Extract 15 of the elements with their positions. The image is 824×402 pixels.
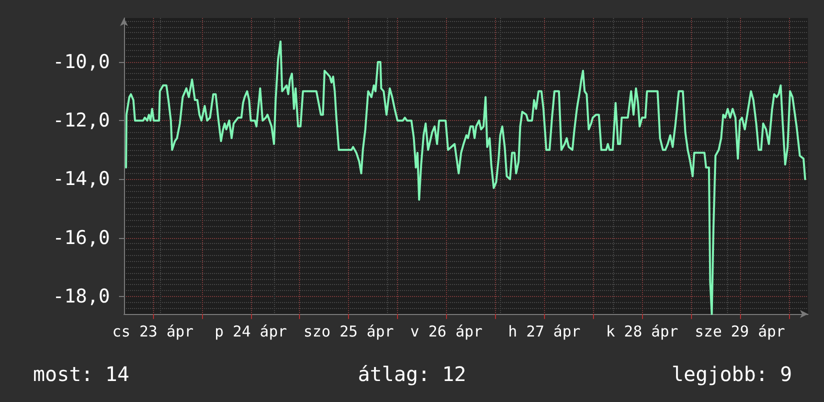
x-tick-label: sze 29 ápr	[694, 322, 786, 340]
x-tick-label: szo 25 ápr	[303, 322, 394, 340]
y-tick-label: -14,0	[52, 168, 110, 190]
x-tick-label: k 28 ápr	[606, 322, 678, 340]
x-tick-label: cs 23 ápr	[112, 322, 194, 340]
x-tick-label: h 27 ápr	[508, 322, 580, 340]
text: legjobb: 9	[672, 362, 792, 386]
y-tick-label: -12,0	[52, 110, 110, 132]
x-tick-label: v 26 ápr	[410, 322, 483, 340]
x-tick-label: p 24 ápr	[214, 322, 287, 340]
y-tick-label: -10,0	[52, 50, 110, 73]
text: átlag: 12	[358, 362, 466, 386]
y-tick-label: -18,0	[52, 285, 110, 308]
text: most: 14	[33, 362, 130, 386]
y-tick-label: -16,0	[52, 226, 110, 249]
